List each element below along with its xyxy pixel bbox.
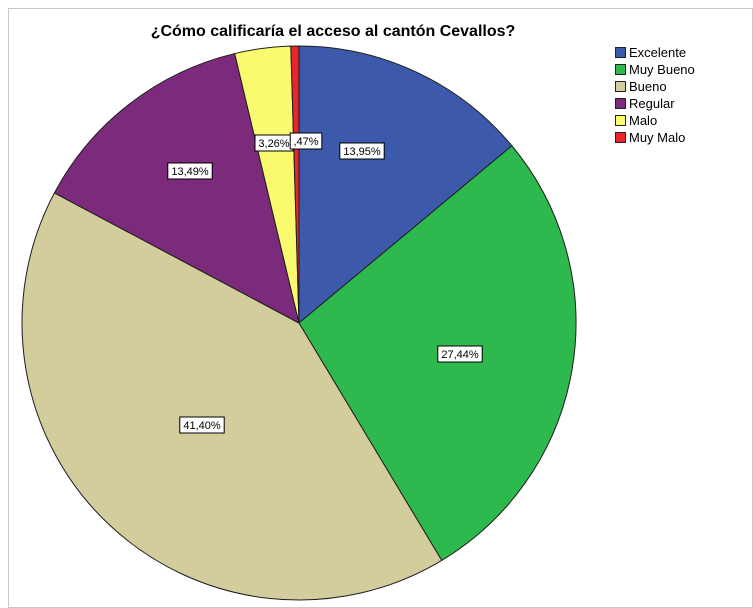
legend-item-muy-malo: Muy Malo (615, 129, 695, 146)
pie-slice-bueno (21, 192, 443, 601)
legend-item-bueno: Bueno (615, 78, 695, 95)
legend-swatch (615, 132, 626, 143)
legend-label: Bueno (629, 79, 667, 94)
legend-item-muy-bueno: Muy Bueno (615, 61, 695, 78)
legend-label: Malo (629, 113, 658, 128)
data-label-text: 41,40% (183, 420, 221, 432)
legend: Excelente Muy Bueno Bueno Regular Malo Muy Ma… (615, 44, 695, 146)
data-label-box (167, 162, 213, 180)
legend-swatch (615, 98, 626, 109)
data-label-box (289, 132, 323, 150)
pie-slice-regular (53, 52, 300, 324)
data-label-text: 13,49% (171, 166, 209, 178)
data-label-box (437, 345, 483, 363)
legend-item-excelente: Excelente (615, 44, 695, 61)
data-label-box (179, 416, 225, 434)
legend-label: Regular (629, 96, 675, 111)
data-label-regular: 13,49% (167, 162, 213, 180)
data-label-muy-bueno: 27,44% (437, 345, 483, 363)
legend-item-regular: Regular (615, 95, 695, 112)
data-label-malo: 3,26% (254, 134, 294, 152)
pie-slice-muy-malo (290, 45, 300, 324)
data-label-bueno: 41,40% (179, 416, 225, 434)
legend-swatch (615, 81, 626, 92)
data-label-muy-malo: ,47% (289, 132, 323, 150)
pie-slice-excelente (298, 45, 513, 325)
legend-item-malo: Malo (615, 112, 695, 129)
legend-swatch (615, 47, 626, 58)
legend-label: Excelente (629, 45, 687, 60)
legend-swatch (615, 115, 626, 126)
chart-title: ¿Cómo calificaría el acceso al cantón Ce… (150, 23, 516, 40)
data-label-text: 3,26% (258, 138, 289, 150)
data-label-text: ,47% (293, 136, 318, 148)
legend-label: Muy Malo (629, 130, 686, 145)
data-label-text: 27,44% (441, 349, 479, 361)
legend-swatch (615, 64, 626, 75)
legend-label: Muy Bueno (629, 62, 695, 77)
data-label-box (339, 142, 385, 160)
data-label-excelente: 13,95% (339, 142, 385, 160)
data-label-text: 13,95% (343, 146, 381, 158)
